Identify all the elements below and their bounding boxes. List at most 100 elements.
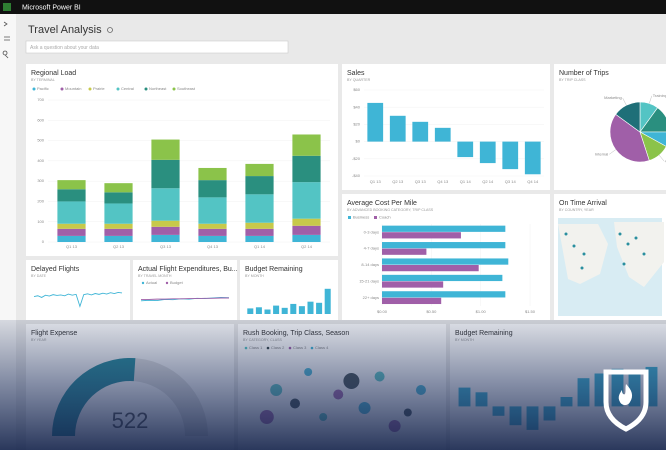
bar-segment: [57, 180, 86, 190]
bar-segment: [198, 228, 227, 236]
search-placeholder: Ask a question about your data: [30, 45, 99, 51]
bar-segment: [57, 189, 86, 202]
legend-label: Coach: [379, 215, 391, 220]
bar-segment: [198, 180, 227, 198]
sidebar-icons[interactable]: [2, 21, 10, 59]
map-dot: [622, 262, 626, 266]
bar: [502, 141, 519, 170]
bar: [367, 102, 384, 142]
tile-subtitle: BY TERMINAL: [31, 78, 55, 82]
legend-swatch: [348, 216, 351, 219]
x-tick-label: Q4 14: [527, 179, 539, 184]
tile-background: [26, 260, 130, 320]
x-tick-label: Q2 13: [392, 179, 404, 184]
pie-slice: [609, 113, 650, 163]
y-tick-label: 0: [42, 239, 45, 244]
x-tick-label: Q2 14: [301, 244, 313, 249]
bar-segment: [292, 225, 321, 235]
bar: [255, 307, 262, 314]
bar: [457, 141, 474, 158]
title-bar: [0, 0, 666, 14]
bar-segment: [245, 194, 274, 223]
x-tick-label: Q1 14: [460, 179, 472, 184]
tile-background: [133, 260, 237, 320]
bar-segment: [104, 203, 133, 224]
x-tick-label: Q1 13: [66, 244, 78, 249]
y-tick-label: 500: [37, 138, 44, 143]
bar-segment: [292, 218, 321, 226]
logo-shield: [603, 369, 649, 432]
y-tick-label: 200: [37, 198, 44, 203]
bar-segment: [57, 228, 86, 236]
bar: [316, 302, 323, 314]
tile[interactable]: Actual Flight Expenditures, Bu...BY TRAV…: [133, 260, 238, 320]
slice-label: Training: [653, 93, 666, 98]
x-tick-label: $1.00: [476, 309, 487, 314]
bar-segment: [245, 228, 274, 236]
bar: [382, 242, 506, 249]
x-tick-label: Q4 13: [437, 179, 449, 184]
pie-slice: [615, 101, 641, 133]
bar: [382, 265, 479, 272]
bar: [247, 308, 254, 314]
tile-title: Average Cost Per Mile: [347, 200, 417, 207]
legend-label: Central: [121, 86, 134, 91]
y-tick-label: $0: [356, 139, 361, 144]
bar-segment: [151, 188, 180, 221]
x-tick-label: Q2 13: [113, 244, 125, 249]
map-dot: [634, 236, 638, 240]
x-tick-label: Q3 13: [160, 244, 172, 249]
y-tick-label: 8-14 days: [361, 262, 379, 267]
bar: [290, 303, 297, 314]
refresh-icon[interactable]: [107, 27, 113, 33]
bar: [382, 258, 509, 265]
pie-slice: [639, 131, 666, 147]
bar: [281, 307, 288, 314]
app-title: Microsoft Power BI: [22, 4, 81, 11]
bar-segment: [104, 228, 133, 236]
bar-segment: [151, 234, 180, 242]
legend-swatch: [88, 87, 92, 91]
y-tick-label: -$20: [352, 156, 361, 161]
tile-background: [342, 194, 550, 320]
legend-swatch: [116, 87, 120, 91]
dashboard-title: Travel Analysis: [28, 24, 102, 36]
bar-segment: [198, 167, 227, 181]
map-dot: [572, 244, 576, 248]
tile-subtitle: BY TRIP CLASS: [559, 78, 586, 82]
bar-segment: [245, 176, 274, 195]
tile-title: Budget Remaining: [245, 266, 303, 273]
bar: [412, 121, 429, 142]
y-tick-label: $40: [353, 104, 360, 109]
y-tick-label: 22+ days: [363, 295, 379, 300]
search-box[interactable]: [25, 40, 289, 54]
bar: [382, 297, 442, 305]
legend-label: Prairie: [93, 86, 105, 91]
bar-segment: [104, 223, 133, 229]
tile-subtitle: BY QUARTER: [347, 78, 371, 82]
x-tick-label: $1.50: [525, 309, 536, 314]
leader-line: [622, 98, 627, 106]
x-tick-label: Q3 14: [505, 179, 517, 184]
legend-label: Northeast: [149, 86, 167, 91]
x-tick-label: Q1 14: [254, 244, 266, 249]
map-dot: [626, 242, 630, 246]
pie-slice: [639, 107, 666, 133]
legend-swatch: [32, 87, 36, 91]
y-tick-label: $60: [353, 87, 360, 92]
app-icon: [3, 3, 11, 11]
bar-segment: [104, 192, 133, 204]
y-tick-label: 4-7 days: [364, 246, 379, 251]
legend-swatch: [165, 281, 169, 285]
legend-label: Pacific: [37, 86, 49, 91]
x-tick-label: Q2 14: [482, 179, 494, 184]
map-dot: [580, 266, 584, 270]
